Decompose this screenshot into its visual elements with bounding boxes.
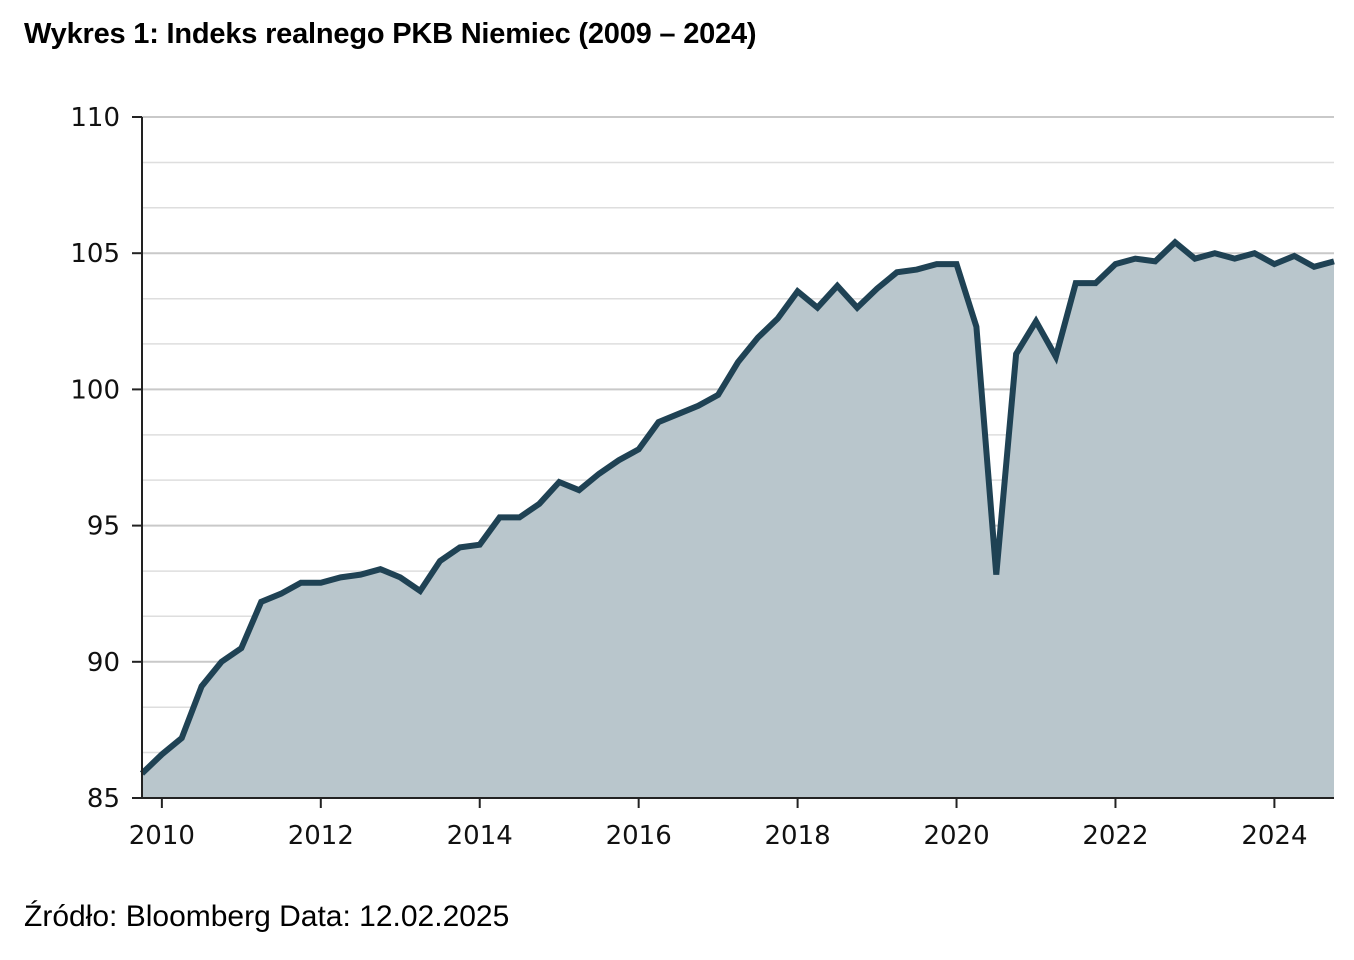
- y-tick-label: 105: [70, 239, 120, 269]
- y-tick-label: 95: [87, 512, 120, 542]
- axes: [132, 116, 1334, 808]
- y-axis-tick-labels: 85 90 95 100 105 110: [70, 103, 120, 814]
- x-tick-label: 2020: [923, 821, 989, 851]
- x-tick-label: 2024: [1241, 821, 1307, 851]
- y-tick-label: 90: [87, 648, 120, 678]
- x-tick-label: 2018: [765, 821, 831, 851]
- x-tick-label: 2014: [447, 821, 513, 851]
- chart-title: Wykres 1: Indeks realnego PKB Niemiec (2…: [24, 18, 757, 50]
- source-note: Źródło: Bloomberg Data: 12.02.2025: [24, 900, 510, 933]
- x-tick-label: 2012: [288, 821, 354, 851]
- data-area-layer: [139, 238, 1335, 799]
- y-tick-label: 110: [70, 103, 120, 133]
- y-tick-label: 85: [87, 784, 120, 814]
- y-tick-label: 100: [70, 375, 120, 405]
- series-area-fill: [142, 242, 1334, 799]
- x-tick-label: 2010: [129, 821, 195, 851]
- x-axis-tick-labels: 2010 2012 2014 2016 2018 2020 2022 2024: [129, 821, 1308, 851]
- x-tick-label: 2016: [606, 821, 672, 851]
- x-tick-label: 2022: [1082, 821, 1148, 851]
- series-line: [139, 238, 1335, 776]
